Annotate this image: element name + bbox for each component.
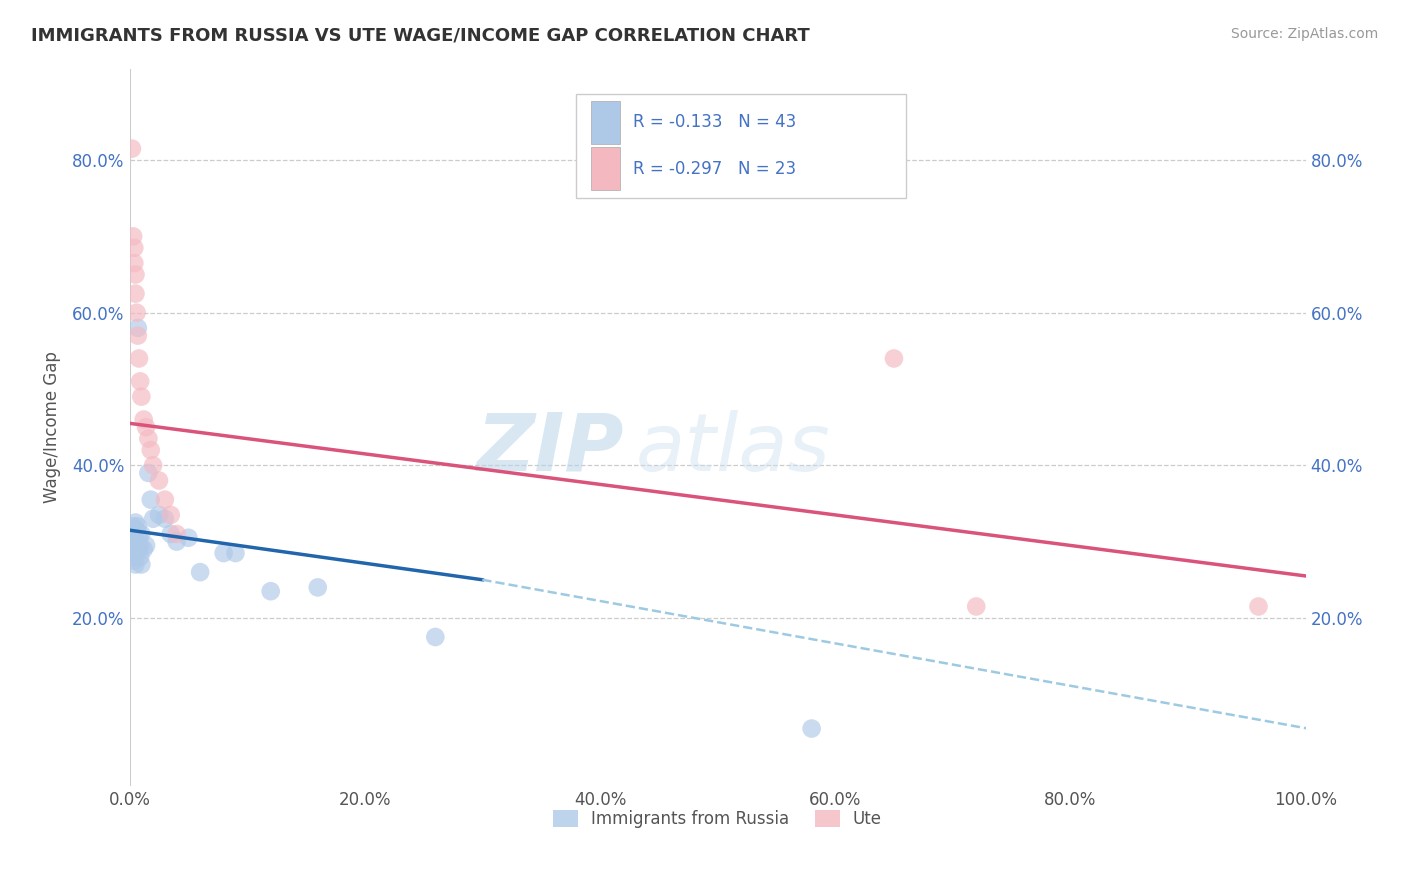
Point bbox=[121, 142, 143, 156]
Point bbox=[122, 519, 145, 533]
Point bbox=[124, 527, 146, 541]
Text: R = -0.133   N = 43: R = -0.133 N = 43 bbox=[633, 113, 796, 131]
Point bbox=[138, 432, 160, 446]
Point bbox=[129, 549, 152, 564]
Legend: Immigrants from Russia, Ute: Immigrants from Russia, Ute bbox=[547, 804, 889, 835]
Point bbox=[148, 474, 170, 488]
Point bbox=[965, 599, 987, 614]
Point bbox=[124, 546, 146, 560]
Point bbox=[800, 722, 823, 736]
Point bbox=[124, 558, 146, 572]
Point bbox=[260, 584, 283, 599]
Point bbox=[131, 558, 153, 572]
Point bbox=[132, 412, 155, 426]
Text: Source: ZipAtlas.com: Source: ZipAtlas.com bbox=[1230, 27, 1378, 41]
Point bbox=[883, 351, 905, 366]
Point bbox=[138, 466, 160, 480]
Point bbox=[139, 443, 162, 458]
Point bbox=[120, 542, 142, 557]
Point bbox=[121, 523, 143, 537]
Point bbox=[188, 565, 211, 579]
Point bbox=[212, 546, 235, 560]
Point bbox=[127, 328, 149, 343]
Point bbox=[122, 531, 145, 545]
Point bbox=[125, 538, 148, 552]
Text: IMMIGRANTS FROM RUSSIA VS UTE WAGE/INCOME GAP CORRELATION CHART: IMMIGRANTS FROM RUSSIA VS UTE WAGE/INCOM… bbox=[31, 27, 810, 45]
Point bbox=[127, 519, 149, 533]
Point bbox=[129, 538, 152, 552]
Point bbox=[124, 256, 146, 270]
Point bbox=[148, 508, 170, 522]
Y-axis label: Wage/Income Gap: Wage/Income Gap bbox=[44, 351, 60, 503]
Point bbox=[159, 508, 181, 522]
Point bbox=[131, 390, 153, 404]
Point bbox=[153, 512, 176, 526]
Point bbox=[128, 351, 150, 366]
Point bbox=[124, 516, 146, 530]
Point bbox=[135, 538, 157, 552]
Text: ZIP: ZIP bbox=[477, 409, 623, 488]
Point bbox=[135, 420, 157, 434]
Point bbox=[125, 306, 148, 320]
Point bbox=[224, 546, 246, 560]
Point bbox=[125, 523, 148, 537]
Point bbox=[124, 286, 146, 301]
Point bbox=[124, 554, 146, 568]
Point bbox=[121, 546, 143, 560]
Point bbox=[124, 268, 146, 282]
FancyBboxPatch shape bbox=[591, 147, 620, 191]
Point bbox=[166, 534, 188, 549]
Point bbox=[153, 492, 176, 507]
Point bbox=[128, 542, 150, 557]
Bar bbox=[576, 94, 905, 198]
Point bbox=[120, 527, 142, 541]
Point bbox=[122, 549, 145, 564]
Point bbox=[1247, 599, 1270, 614]
Point bbox=[159, 527, 181, 541]
Point bbox=[124, 538, 146, 552]
Point bbox=[122, 538, 145, 552]
Point bbox=[177, 531, 200, 545]
Point bbox=[166, 527, 188, 541]
Point bbox=[124, 241, 146, 255]
Point bbox=[142, 458, 165, 473]
Point bbox=[132, 542, 155, 557]
Point bbox=[142, 512, 165, 526]
Point bbox=[122, 229, 145, 244]
Point bbox=[131, 527, 153, 541]
Point bbox=[425, 630, 447, 644]
FancyBboxPatch shape bbox=[591, 101, 620, 144]
Point bbox=[307, 581, 329, 595]
Point bbox=[127, 321, 149, 335]
Point bbox=[129, 375, 152, 389]
Point bbox=[124, 534, 146, 549]
Text: atlas: atlas bbox=[636, 409, 830, 488]
Point bbox=[121, 534, 143, 549]
Point bbox=[128, 531, 150, 545]
Text: R = -0.297   N = 23: R = -0.297 N = 23 bbox=[633, 160, 796, 178]
Point bbox=[139, 492, 162, 507]
